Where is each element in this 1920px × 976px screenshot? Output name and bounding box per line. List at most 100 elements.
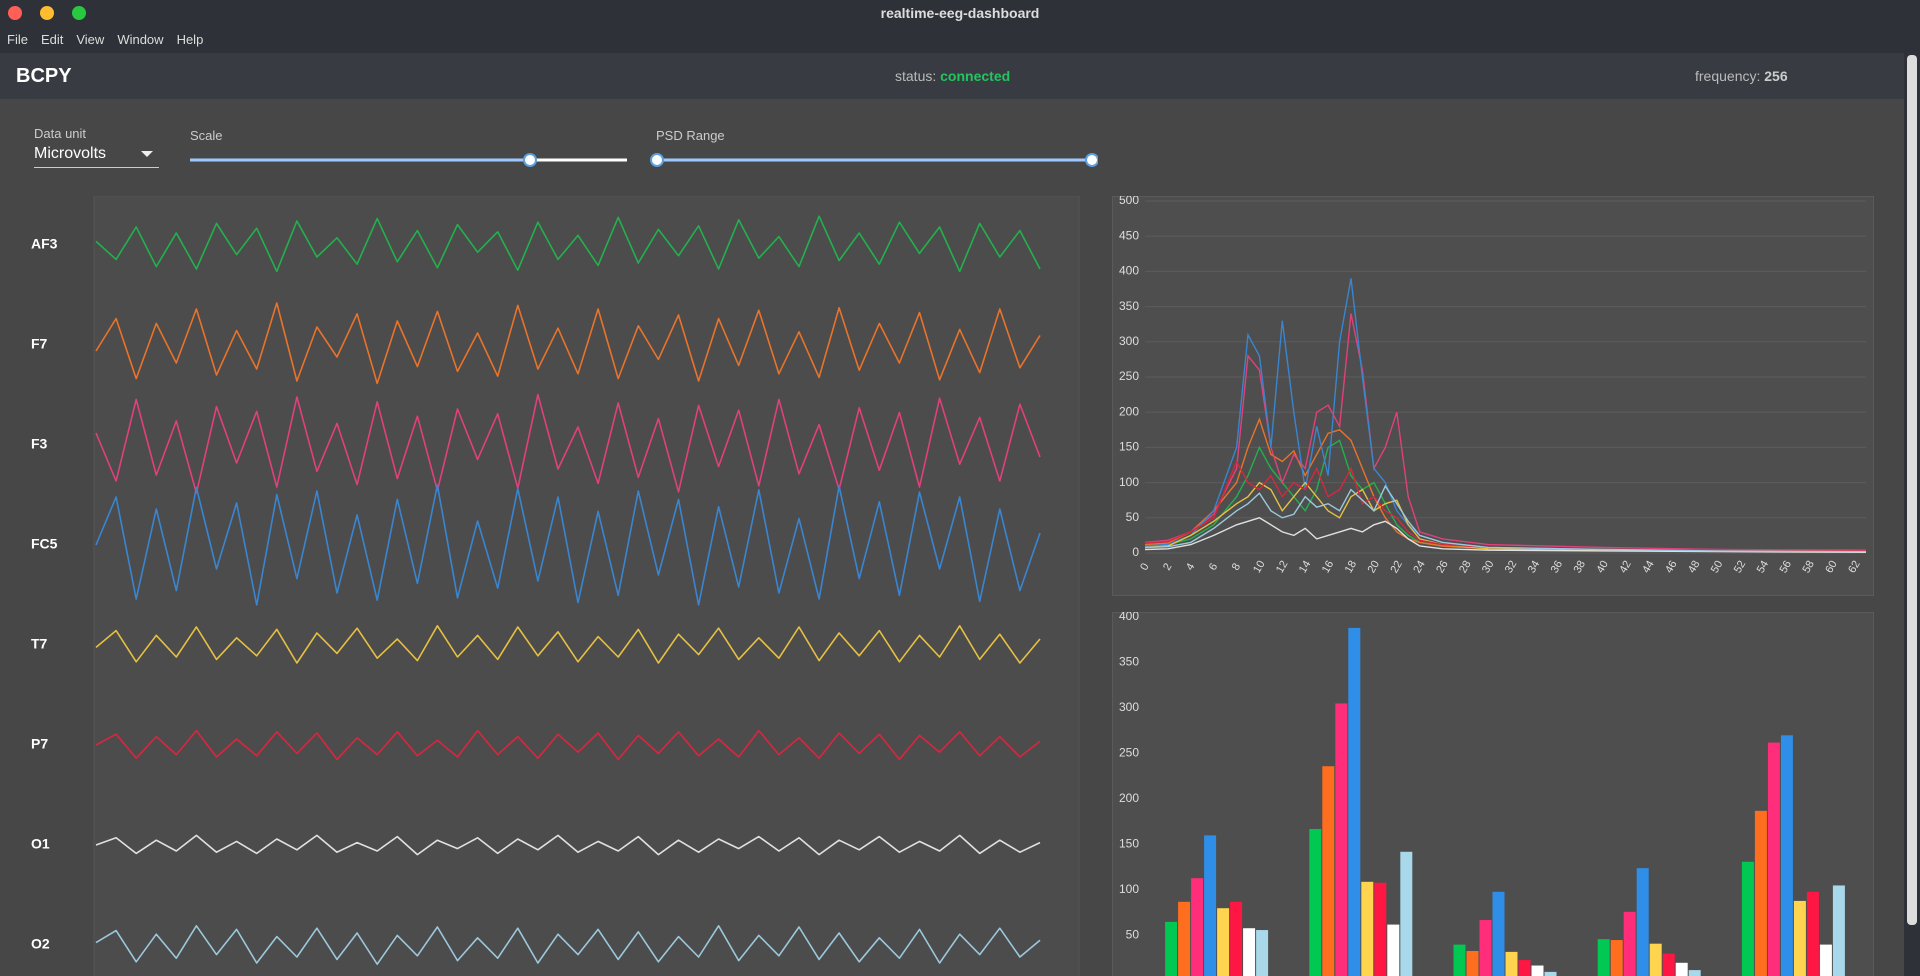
frequency: frequency: 256 <box>1695 68 1788 84</box>
x-tick-label: 20 <box>1366 559 1383 576</box>
scale-slider[interactable] <box>185 150 635 170</box>
x-tick-label: 14 <box>1297 559 1314 576</box>
bar <box>1466 950 1479 976</box>
maximize-button[interactable] <box>72 6 86 20</box>
bar <box>1178 901 1191 976</box>
bar <box>1387 924 1400 976</box>
status: status: connected <box>895 68 1010 84</box>
eeg-trace <box>95 729 1041 761</box>
y-tick-label: 150 <box>1119 837 1139 851</box>
eeg-trace <box>95 393 1041 494</box>
y-tick-label: 400 <box>1119 264 1139 278</box>
bar <box>1243 928 1256 976</box>
psd-range-slider[interactable] <box>648 150 1098 170</box>
menu-item[interactable]: Edit <box>40 32 64 47</box>
data-unit-value: Microvolts <box>34 145 107 162</box>
frequency-label: frequency: <box>1695 68 1761 84</box>
x-tick-label: 6 <box>1207 561 1220 572</box>
y-tick-label: 250 <box>1119 746 1139 760</box>
bar <box>1191 878 1204 976</box>
bar <box>1610 940 1623 976</box>
channel-label: AF3 <box>31 236 58 252</box>
bar <box>1309 829 1322 976</box>
bar <box>1819 944 1832 976</box>
bar <box>1675 962 1688 976</box>
bar <box>1793 900 1806 976</box>
eeg-trace <box>95 484 1041 606</box>
close-button[interactable] <box>8 6 22 20</box>
x-tick-label: 56 <box>1778 559 1795 576</box>
y-tick-label: 400 <box>1119 612 1139 623</box>
x-tick-label: 0 <box>1138 561 1151 572</box>
bar <box>1518 960 1531 976</box>
y-tick-label: 350 <box>1119 655 1139 669</box>
x-tick-label: 12 <box>1274 559 1291 576</box>
minimize-button[interactable] <box>40 6 54 20</box>
eeg-trace <box>95 925 1041 965</box>
data-unit-select[interactable]: Microvolts <box>34 145 159 168</box>
bar <box>1832 885 1845 976</box>
psd-line <box>1144 484 1867 553</box>
menu-item[interactable]: Window <box>117 32 164 47</box>
menu-item[interactable]: View <box>76 32 105 47</box>
bar-chart-clip: 50 100 150 200 250 300 350 400 <box>1112 612 1874 976</box>
bar <box>1688 970 1701 976</box>
bar <box>1400 851 1413 976</box>
x-tick-label: 34 <box>1526 559 1543 576</box>
bar <box>1780 735 1793 976</box>
status-value: connected <box>940 68 1011 84</box>
x-tick-label: 36 <box>1549 559 1566 576</box>
data-unit-control: Data unit Microvolts <box>34 126 159 168</box>
bar <box>1649 943 1662 976</box>
channel-label: FC5 <box>31 536 58 552</box>
menu-item[interactable]: File <box>7 32 28 47</box>
bar <box>1374 882 1387 976</box>
bar <box>1322 766 1335 976</box>
bar <box>1479 920 1492 976</box>
bar <box>1165 921 1178 976</box>
y-tick-label: 450 <box>1119 228 1139 242</box>
x-tick-label: 44 <box>1640 559 1657 576</box>
y-tick-label: 200 <box>1119 404 1139 418</box>
x-tick-label: 8 <box>1230 561 1243 572</box>
bar <box>1204 835 1217 976</box>
y-tick-label: 300 <box>1119 700 1139 714</box>
psd-panel <box>1112 196 1874 596</box>
x-tick-label: 16 <box>1320 559 1337 576</box>
bar <box>1505 951 1518 976</box>
scrollbar-thumb[interactable] <box>1907 55 1917 925</box>
y-tick-label: 50 <box>1126 928 1140 942</box>
eeg-panel <box>93 196 1080 976</box>
x-tick-label: 58 <box>1800 559 1817 576</box>
x-tick-label: 62 <box>1846 559 1863 576</box>
bar <box>1741 861 1754 976</box>
x-tick-label: 22 <box>1388 559 1405 576</box>
menu-item[interactable]: Help <box>176 32 204 47</box>
frequency-value: 256 <box>1764 68 1788 84</box>
data-unit-label: Data unit <box>34 126 87 141</box>
x-tick-label: 48 <box>1686 559 1703 576</box>
channel-label: F3 <box>31 436 48 452</box>
eeg-trace <box>95 625 1041 664</box>
x-tick-label: 30 <box>1480 559 1497 576</box>
eeg-chart: AF3 F7 F3 FC5 T7 P7 O1 O2 <box>31 196 1080 976</box>
y-tick-label: 350 <box>1119 299 1139 313</box>
y-tick-label: 250 <box>1119 369 1139 383</box>
bar <box>1597 939 1610 976</box>
scrollbar[interactable] <box>1904 53 1920 976</box>
x-tick-label: 28 <box>1457 559 1474 576</box>
psd-line <box>1144 417 1867 553</box>
bar <box>1636 868 1649 976</box>
bar <box>1623 911 1636 976</box>
eeg-trace <box>95 215 1041 273</box>
bar <box>1754 810 1767 976</box>
bar <box>1348 627 1361 976</box>
x-tick-label: 4 <box>1184 561 1197 572</box>
x-tick-label: 40 <box>1594 559 1611 576</box>
window-title: realtime-eeg-dashboard <box>880 5 1040 21</box>
psd-range-label: PSD Range <box>656 128 725 143</box>
dropdown-arrow <box>141 151 153 157</box>
bar <box>1230 901 1243 976</box>
y-tick-label: 50 <box>1126 510 1140 524</box>
